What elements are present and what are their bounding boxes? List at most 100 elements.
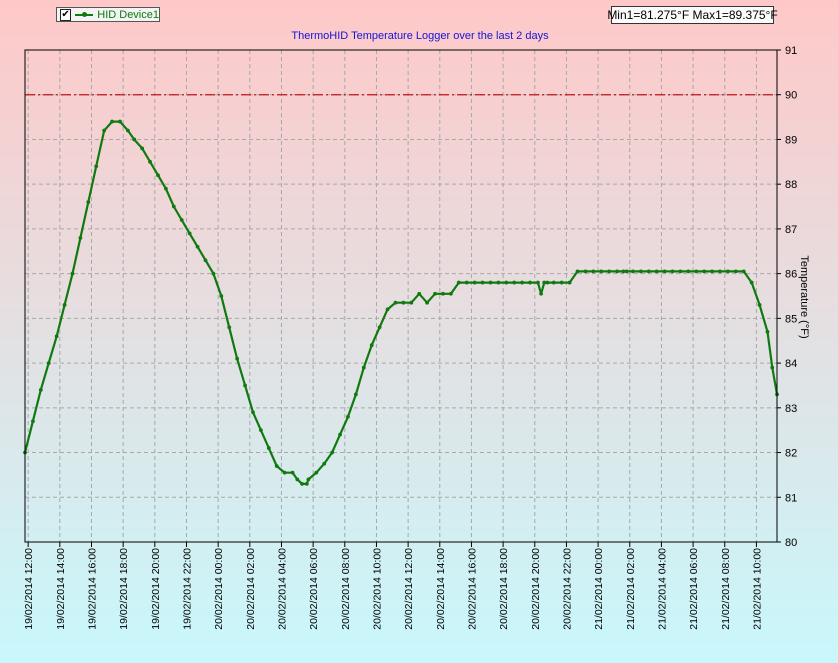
data-point [670, 269, 675, 274]
chart-title: ThermoHID Temperature Logger over the la… [291, 30, 549, 42]
data-point [361, 365, 366, 370]
data-point [409, 300, 414, 305]
data-point [417, 291, 422, 296]
y-ticks: 80 81 82 83 84 85 86 87 88 89 90 91 [777, 45, 797, 549]
data-point [300, 481, 304, 486]
data-point [488, 280, 493, 285]
data-point [94, 164, 99, 169]
data-point [654, 269, 659, 274]
data-point [718, 269, 722, 274]
data-point [187, 231, 192, 236]
y-tick-label: 80 [785, 537, 797, 549]
y-tick-label: 89 [785, 134, 797, 146]
x-tick-label: 19/02/2014 18:00 [118, 548, 130, 630]
legend-label: HID Device1 [97, 8, 159, 21]
x-tick-label: 19/02/2014 20:00 [150, 548, 162, 630]
x-tick-label: 20/02/2014 14:00 [435, 548, 447, 630]
data-point [741, 269, 746, 274]
data-point [164, 186, 168, 191]
y-tick-label: 85 [785, 313, 797, 325]
data-point [203, 258, 208, 263]
data-point [678, 269, 683, 274]
data-point [542, 280, 547, 285]
data-point [607, 269, 612, 274]
x-tick-label: 20/02/2014 10:00 [371, 548, 383, 630]
data-point [338, 432, 342, 437]
y-tick-label: 81 [785, 492, 797, 504]
legend-checkbox[interactable]: ✔ [60, 8, 72, 21]
data-point [662, 269, 667, 274]
data-point [575, 269, 580, 274]
x-tick-label: 21/02/2014 06:00 [688, 548, 700, 630]
data-point [385, 307, 390, 312]
data-point [686, 269, 691, 274]
data-point [694, 269, 699, 274]
data-point [702, 269, 707, 274]
data-point [126, 128, 130, 133]
data-point [258, 428, 263, 433]
grid [25, 50, 777, 542]
data-point [545, 280, 550, 285]
data-point [148, 159, 152, 164]
legend-line-marker-icon [75, 10, 94, 19]
minmax-readout: Min1=81.275°F Max1=89.375°F [607, 6, 778, 24]
data-point [621, 269, 626, 274]
data-point [464, 280, 469, 285]
x-tick-label: 21/02/2014 00:00 [593, 548, 605, 630]
y-tick-label: 91 [785, 45, 797, 57]
y-tick-label: 87 [785, 224, 797, 236]
data-point [567, 280, 572, 285]
data-point [433, 291, 437, 296]
x-tick-label: 20/02/2014 18:00 [498, 548, 510, 630]
x-tick-label: 21/02/2014 04:00 [656, 548, 668, 630]
series-group [23, 119, 779, 486]
data-point [512, 280, 517, 285]
data-point [369, 343, 374, 348]
data-point [528, 280, 532, 285]
y-tick-label: 82 [785, 448, 797, 460]
data-point [46, 361, 51, 365]
data-point [583, 269, 588, 274]
data-point [314, 470, 319, 475]
data-point [757, 303, 762, 307]
data-point [86, 200, 91, 204]
y-tick-label: 84 [785, 358, 797, 370]
y-tick-label: 88 [785, 179, 797, 191]
x-tick-label: 19/02/2014 16:00 [86, 548, 98, 630]
x-tick-label: 20/02/2014 22:00 [561, 548, 573, 630]
x-tick-label: 21/02/2014 10:00 [751, 548, 763, 630]
data-point [171, 204, 176, 209]
x-ticks: 19/02/2014 12:00 19/02/2014 14:00 19/02/20… [23, 542, 763, 630]
x-tick-label: 19/02/2014 12:00 [23, 548, 35, 630]
data-point [304, 481, 309, 486]
data-point [496, 280, 501, 285]
data-point [211, 271, 216, 276]
data-point [132, 137, 137, 142]
data-point [551, 280, 556, 285]
data-point [306, 477, 311, 482]
data-point [401, 300, 406, 305]
data-point [274, 464, 279, 468]
y-tick-label: 86 [785, 269, 797, 281]
data-point [322, 461, 327, 466]
x-tick-label: 20/02/2014 06:00 [308, 548, 320, 630]
data-point [353, 392, 358, 397]
legend[interactable]: ✔ HID Device1 [56, 7, 160, 22]
y-tick-label: 83 [785, 403, 797, 415]
x-tick-label: 21/02/2014 02:00 [625, 548, 637, 630]
x-tick-label: 19/02/2014 14:00 [55, 548, 67, 630]
data-point [638, 269, 643, 274]
data-point [504, 280, 509, 285]
data-point [38, 388, 43, 392]
y-tick-label: 90 [785, 90, 797, 102]
data-point [140, 146, 145, 151]
data-point [615, 269, 620, 274]
data-point [78, 235, 83, 240]
data-point [393, 300, 398, 305]
data-point [520, 280, 525, 285]
x-tick-label: 20/02/2014 08:00 [340, 548, 352, 630]
data-point [733, 269, 738, 274]
data-point [770, 365, 775, 370]
data-point [472, 280, 477, 285]
